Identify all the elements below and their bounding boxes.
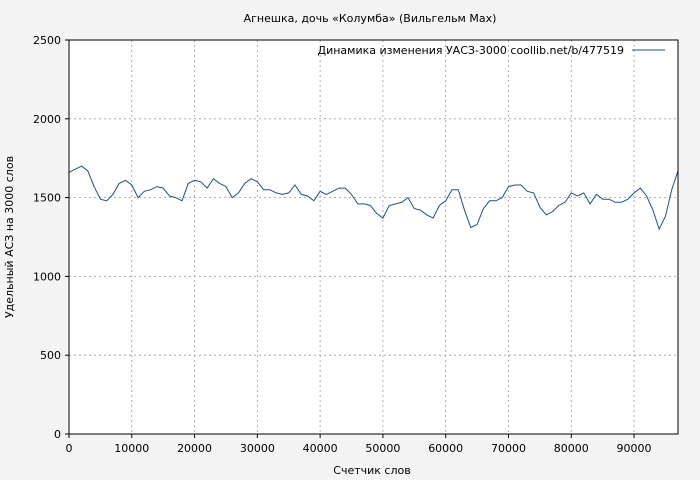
x-tick-label: 30000 [240, 442, 275, 455]
x-axis-label: Счетчик слов [333, 464, 410, 477]
series-line [68, 165, 679, 231]
x-tick-label: 50000 [365, 442, 400, 455]
x-tick-label: 80000 [554, 442, 589, 455]
x-tick-label: 70000 [491, 442, 526, 455]
x-tick-label: 20000 [177, 442, 212, 455]
chart-title: Агнешка, дочь «Колумба» (Вильгельм Мах) [244, 12, 497, 25]
plot-frame [68, 39, 679, 435]
legend-label: Динамика изменения УАСЗ-3000 coollib.net… [318, 44, 625, 57]
y-tick-label: 0 [54, 428, 61, 441]
x-tick-label: 10000 [114, 442, 149, 455]
x-tick-label: 40000 [303, 442, 338, 455]
plot-area [69, 40, 678, 434]
y-axis-label: Удельный АСЗ на 3000 слов [3, 156, 16, 318]
y-tick-label: 1500 [33, 192, 61, 205]
y-tick-label: 500 [40, 349, 61, 362]
legend: Динамика изменения УАСЗ-3000 coollib.net… [318, 44, 665, 57]
y-tick-label: 2500 [33, 34, 61, 47]
x-tick-label: 0 [66, 442, 73, 455]
grid [69, 40, 678, 434]
y-tick-label: 1000 [33, 270, 61, 283]
x-tick-label: 90000 [617, 442, 652, 455]
y-tick-label: 2000 [33, 113, 61, 126]
x-tick-label: 60000 [428, 442, 463, 455]
axis-ticks: 0 10000 20000 30000 40000 50000 60000 70000 8000… [33, 34, 652, 455]
